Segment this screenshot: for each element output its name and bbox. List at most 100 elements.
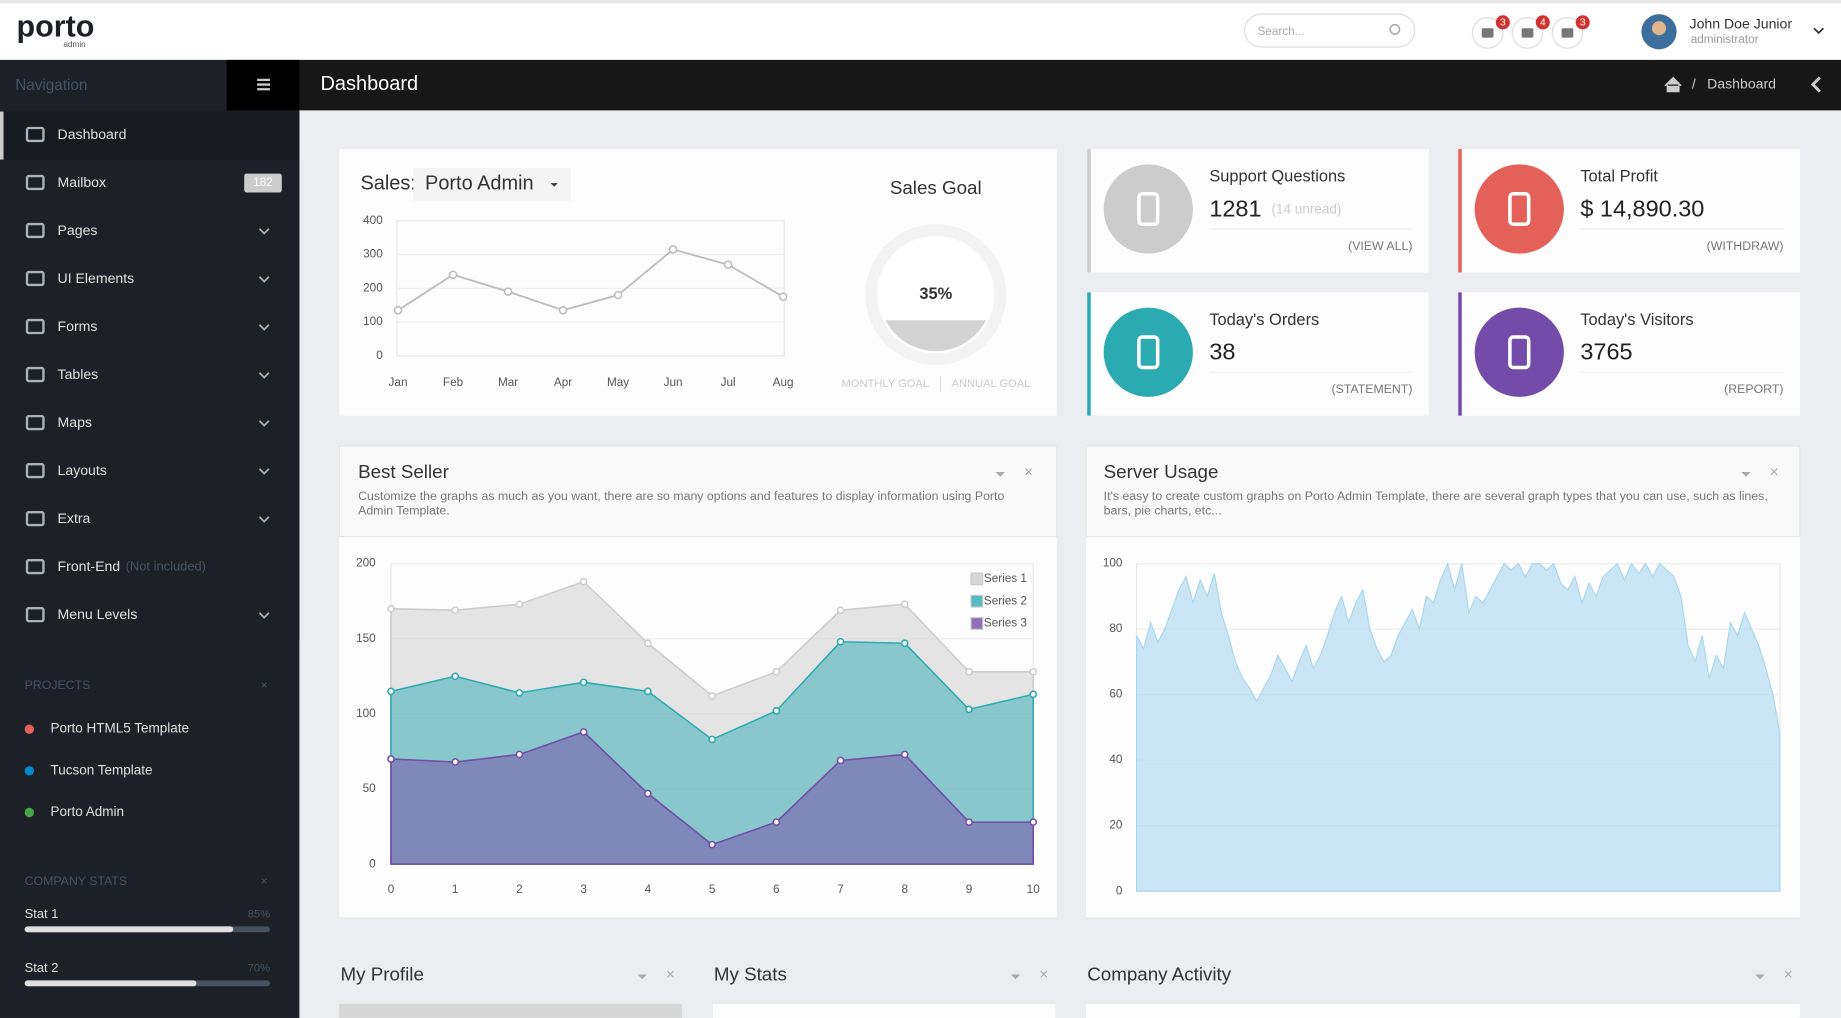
nav-label[interactable]: Tables — [58, 366, 99, 382]
nav-label[interactable]: UI Elements — [58, 270, 135, 286]
user-name[interactable]: John Doe Junior — [1690, 15, 1793, 31]
nav-label[interactable]: Menu Levels — [58, 606, 138, 622]
nav-item[interactable] — [0, 447, 300, 496]
point[interactable] — [965, 705, 973, 714]
point[interactable] — [613, 290, 623, 300]
close-button[interactable]: × — [1024, 464, 1033, 481]
collapse-button[interactable] — [995, 472, 1006, 477]
collapse-button[interactable] — [1741, 472, 1751, 477]
point[interactable] — [451, 672, 460, 681]
nav-chevron[interactable] — [258, 612, 270, 619]
nav-label[interactable]: Dashboard — [58, 126, 127, 142]
point[interactable] — [900, 600, 909, 608]
nav-label[interactable]: Pages — [58, 222, 98, 238]
legend-label[interactable]: Series 3 — [984, 617, 1028, 630]
user-dropdown[interactable] — [1813, 27, 1825, 35]
nav-item[interactable] — [0, 591, 300, 640]
breadcrumb[interactable]: Dashboard — [1707, 75, 1776, 91]
gauge-legend[interactable]: MONTHLY GOAL — [842, 378, 930, 390]
nav-chevron[interactable] — [258, 276, 270, 283]
project-name[interactable]: Porto Admin — [50, 804, 124, 819]
close-projects[interactable]: × — [261, 679, 268, 692]
point[interactable] — [900, 750, 909, 759]
nav-item[interactable] — [0, 543, 300, 592]
collapse-button[interactable] — [637, 974, 647, 980]
project-name[interactable]: Tucson Template — [50, 762, 152, 777]
point[interactable] — [836, 606, 845, 615]
point[interactable] — [965, 818, 973, 826]
point[interactable] — [644, 639, 652, 648]
nav-item[interactable] — [0, 399, 300, 448]
widget-link[interactable]: (VIEW ALL) — [1348, 239, 1412, 253]
sales-selector[interactable] — [413, 167, 571, 201]
point[interactable] — [708, 692, 716, 700]
point[interactable] — [515, 600, 524, 608]
point[interactable] — [579, 577, 588, 586]
point[interactable] — [900, 639, 909, 648]
point[interactable] — [1029, 667, 1038, 676]
point[interactable] — [579, 678, 588, 687]
point[interactable] — [503, 287, 513, 296]
point[interactable] — [579, 728, 588, 736]
nav-label[interactable]: Front-End — [58, 558, 121, 574]
point[interactable] — [772, 818, 781, 826]
nav-chevron[interactable] — [258, 324, 270, 331]
point[interactable] — [387, 755, 395, 763]
widget-link[interactable]: (WITHDRAW) — [1707, 239, 1784, 253]
legend-label[interactable]: Series 1 — [984, 572, 1027, 585]
nav-label[interactable]: Maps — [58, 414, 92, 430]
point[interactable] — [1029, 818, 1038, 826]
legend-label[interactable]: Series 2 — [984, 594, 1027, 607]
nav-item[interactable] — [0, 111, 300, 160]
nav-item[interactable] — [0, 351, 300, 400]
widget-link[interactable]: (REPORT) — [1724, 382, 1783, 396]
point[interactable] — [836, 756, 845, 765]
point[interactable] — [965, 667, 973, 676]
point[interactable] — [644, 687, 652, 696]
nav-chevron[interactable] — [258, 468, 270, 475]
nav-item[interactable] — [0, 495, 300, 544]
point[interactable] — [1029, 690, 1038, 699]
search-box[interactable] — [1243, 13, 1416, 48]
search-icon[interactable] — [1389, 23, 1401, 35]
nav-chevron[interactable] — [258, 420, 270, 427]
collapse-button[interactable] — [1755, 974, 1765, 980]
nav-chevron[interactable] — [258, 228, 270, 235]
point[interactable] — [515, 689, 524, 697]
collapse-button[interactable] — [1010, 974, 1021, 980]
nav-label[interactable]: Layouts — [58, 462, 107, 478]
point[interactable] — [836, 637, 845, 646]
point[interactable] — [515, 750, 524, 759]
nav-label[interactable]: Forms — [58, 318, 98, 334]
close-button[interactable]: × — [1039, 967, 1048, 984]
point[interactable] — [451, 606, 460, 615]
point[interactable] — [723, 260, 733, 269]
point[interactable] — [387, 604, 395, 613]
widget-link[interactable]: (STATEMENT) — [1332, 382, 1413, 396]
point[interactable] — [708, 840, 716, 849]
point[interactable] — [448, 270, 458, 280]
close-button[interactable]: × — [1770, 464, 1779, 481]
sidebar-right-toggle[interactable] — [1810, 76, 1821, 93]
nav-item[interactable] — [0, 303, 300, 352]
nav-chevron[interactable] — [258, 372, 270, 379]
nav-item[interactable] — [0, 255, 300, 304]
point[interactable] — [644, 789, 652, 798]
point[interactable] — [451, 758, 460, 766]
close-button[interactable]: × — [1784, 967, 1793, 984]
point[interactable] — [772, 667, 781, 676]
point[interactable] — [772, 707, 781, 715]
point[interactable] — [708, 735, 716, 744]
point[interactable] — [558, 305, 568, 315]
point[interactable] — [778, 292, 788, 301]
nav-label[interactable]: Extra — [58, 510, 91, 526]
close-stats[interactable]: × — [261, 875, 268, 888]
home-icon[interactable] — [1664, 76, 1682, 93]
close-button[interactable]: × — [666, 967, 675, 984]
nav-chevron[interactable] — [258, 516, 270, 523]
project-name[interactable]: Porto HTML5 Template — [50, 721, 189, 736]
nav-item[interactable] — [0, 207, 300, 256]
point[interactable] — [668, 245, 678, 254]
logo[interactable]: porto — [16, 9, 94, 43]
gauge-legend[interactable]: ANNUAL GOAL — [952, 378, 1031, 390]
